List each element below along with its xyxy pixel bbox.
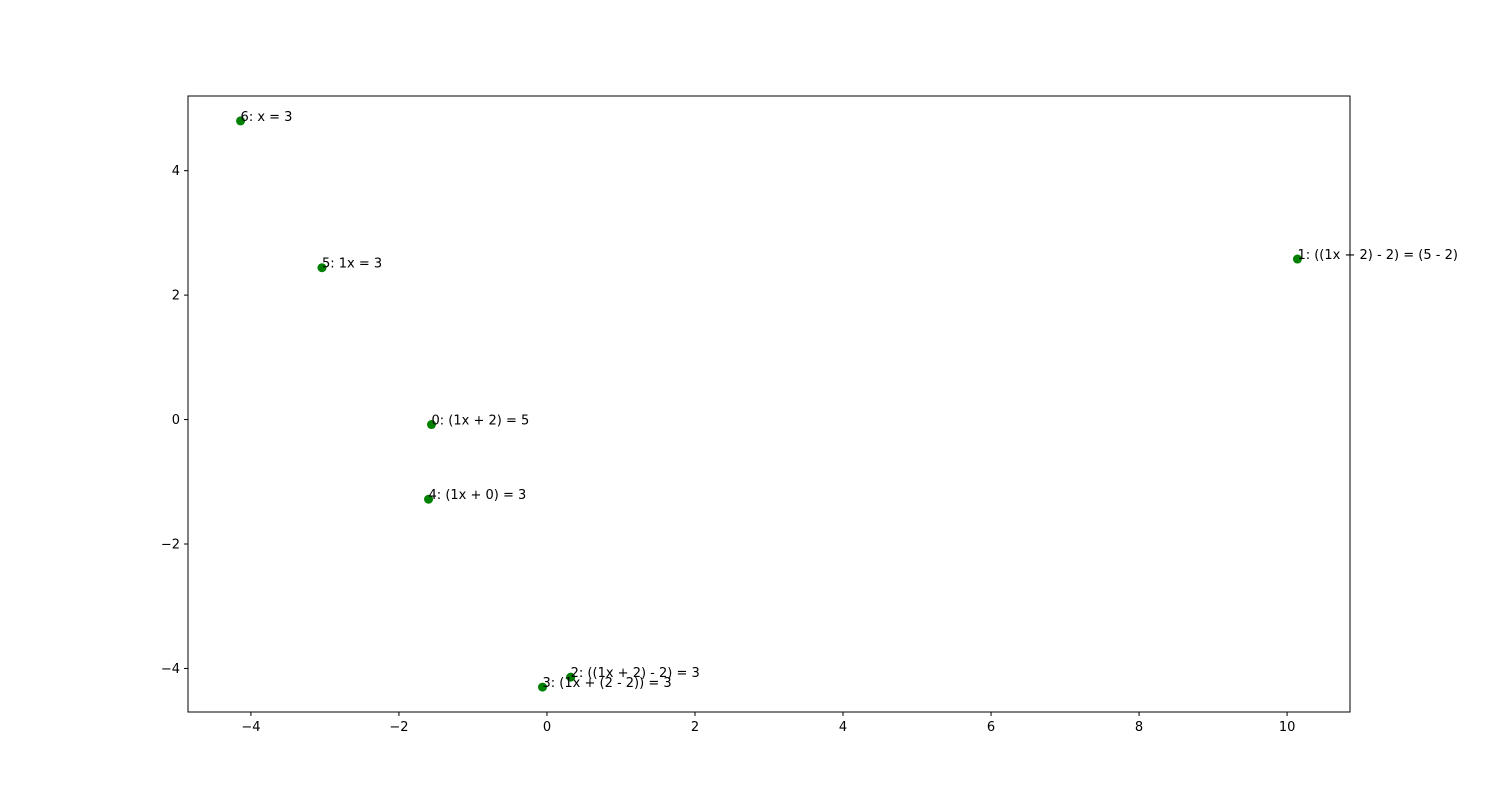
y-tick-label: −2	[161, 538, 180, 553]
x-tick-label: 4	[839, 720, 847, 735]
y-tick-label: −4	[161, 662, 180, 677]
data-point-label: 4: (1x + 0) = 3	[429, 488, 527, 503]
data-point	[236, 116, 246, 126]
y-tick-label: 4	[172, 164, 180, 179]
x-tick-label: 10	[1279, 720, 1296, 735]
data-point-label: 1: ((1x + 2) - 2) = (5 - 2)	[1297, 248, 1458, 263]
data-point-label: 0: (1x + 2) = 5	[432, 414, 530, 429]
x-tick-label: 8	[1135, 720, 1143, 735]
x-tick-label: 0	[543, 720, 551, 735]
data-point-label: 3: (1x + (2 - 2)) = 3	[543, 676, 672, 691]
data-point	[317, 263, 327, 273]
data-point	[566, 672, 576, 682]
x-tick-label: −2	[389, 720, 408, 735]
data-point-label: 5: 1x = 3	[322, 257, 382, 272]
data-point-label: 6: x = 3	[241, 110, 293, 125]
x-tick-label: 2	[691, 720, 699, 735]
data-point	[424, 494, 434, 504]
data-point	[427, 420, 437, 430]
data-point-label: 2: ((1x + 2) - 2) = 3	[571, 666, 700, 681]
x-axis: −4 −2 0 2 4 6 8 10	[241, 712, 1295, 735]
data-point	[1292, 254, 1302, 264]
x-tick-label: −4	[241, 720, 260, 735]
data-point	[538, 682, 548, 692]
y-axis: −4 −2 0 2 4	[161, 164, 188, 677]
y-tick-label: 0	[172, 413, 180, 428]
plot-frame	[187, 95, 1351, 713]
plot-area: 0: (1x + 2) = 5 1: ((1x + 2) - 2) = (5 - …	[236, 110, 1458, 692]
x-tick-label: 6	[987, 720, 995, 735]
y-tick-label: 2	[172, 289, 180, 304]
